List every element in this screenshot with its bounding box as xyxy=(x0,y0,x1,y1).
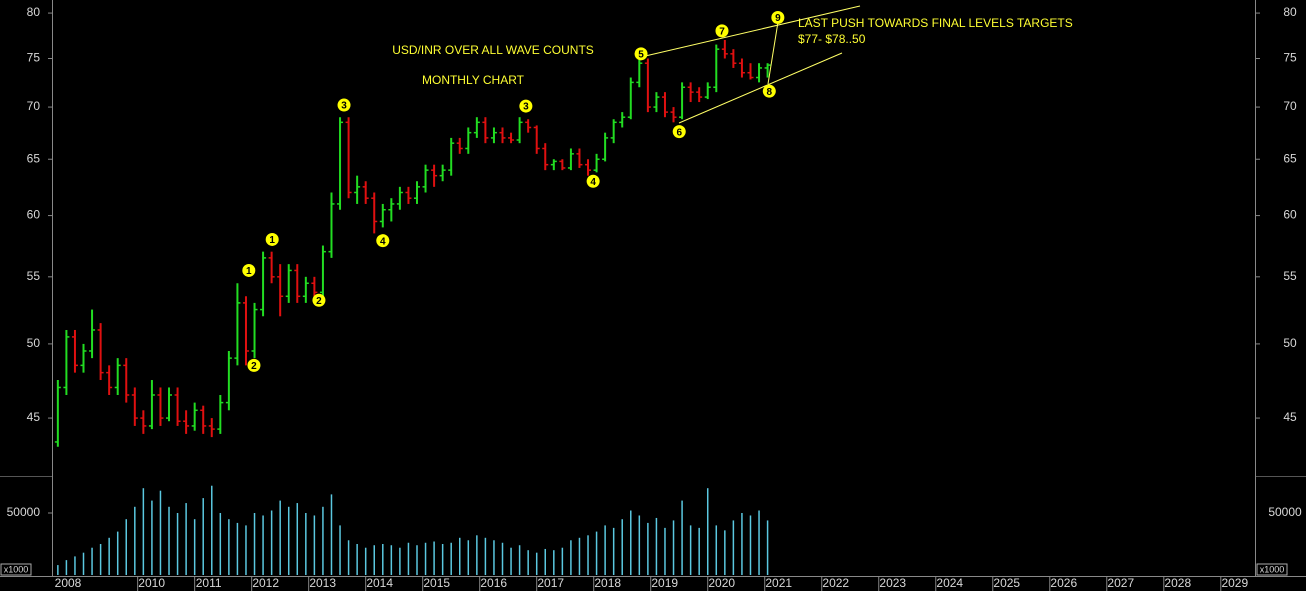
trendline xyxy=(640,5,861,58)
wave-marker xyxy=(519,99,533,113)
wave-label: 7 xyxy=(719,27,725,38)
wave-marker xyxy=(265,232,279,246)
wave-label: 2 xyxy=(316,296,322,307)
x-tick-label: 2028 xyxy=(1164,576,1191,590)
wave-label: 2 xyxy=(251,361,257,372)
wave-marker xyxy=(247,358,261,372)
y-tick-label: 55 xyxy=(1283,269,1297,283)
x-tick-label: 2010 xyxy=(138,576,165,590)
annotation: LAST PUSH TOWARDS FINAL LEVELS TARGETS xyxy=(798,16,1073,30)
wave-label: 8 xyxy=(767,87,773,98)
x-tick-label: 2026 xyxy=(1050,576,1077,590)
wave-marker xyxy=(672,125,686,139)
x-tick-label: 2015 xyxy=(423,576,450,590)
x-tick-label: 2008 xyxy=(55,576,82,590)
x-tick-label: 2029 xyxy=(1221,576,1248,590)
unit-box xyxy=(0,563,32,576)
wave-label: 4 xyxy=(380,236,386,247)
unit-box xyxy=(1256,563,1288,576)
x-tick-label: 2023 xyxy=(879,576,906,590)
trendlines xyxy=(640,5,861,124)
wave-label: 5 xyxy=(638,49,644,60)
chart-subtitle: MONTHLY CHART xyxy=(422,73,525,87)
wave-label: 1 xyxy=(246,266,252,277)
x-tick-label: 2016 xyxy=(480,576,507,590)
wave-marker xyxy=(337,98,351,112)
chart-title: USD/INR OVER ALL WAVE COUNTS xyxy=(392,43,594,57)
y-tick-label: 45 xyxy=(1283,410,1297,424)
wave-marker xyxy=(242,263,256,277)
x-tick-label: 2013 xyxy=(309,576,336,590)
wave-marker xyxy=(634,47,648,61)
x-tick-label: 2014 xyxy=(366,576,393,590)
volume-tick-label: 50000 xyxy=(1268,505,1302,519)
x-tick-label: 2020 xyxy=(708,576,735,590)
wave-marker xyxy=(762,84,776,98)
unit-label: x1000 xyxy=(4,564,29,574)
y-tick-label: 45 xyxy=(27,410,41,424)
y-tick-label: 60 xyxy=(27,208,41,222)
x-tick-label: 2027 xyxy=(1107,576,1134,590)
y-tick-label: 60 xyxy=(1283,208,1297,222)
x-tick-label: 2025 xyxy=(993,576,1020,590)
y-tick-label: 80 xyxy=(1283,5,1297,19)
trendline xyxy=(767,21,779,85)
wave-label: 3 xyxy=(341,101,347,112)
x-tick-label: 2011 xyxy=(196,576,222,590)
x-tick-label: 2017 xyxy=(537,576,564,590)
x-tick-label: 2018 xyxy=(594,576,621,590)
y-tick-label: 55 xyxy=(27,269,41,283)
wave-label: 1 xyxy=(269,235,275,246)
wave-label: 4 xyxy=(590,177,596,188)
wave-marker xyxy=(586,174,600,188)
unit-label: x1000 xyxy=(1260,564,1285,574)
y-tick-label: 50 xyxy=(27,336,41,350)
wave-label: 9 xyxy=(775,13,781,24)
x-tick-label: 2012 xyxy=(252,576,279,590)
y-tick-label: 65 xyxy=(1283,151,1297,165)
wave-marker xyxy=(715,24,729,38)
y-tick-label: 65 xyxy=(27,151,41,165)
y-tick-label: 70 xyxy=(1283,99,1297,113)
y-tick-label: 70 xyxy=(27,99,41,113)
wave-marker xyxy=(376,234,390,248)
y-tick-label: 50 xyxy=(1283,336,1297,350)
wave-label: 6 xyxy=(676,127,682,138)
y-tick-label: 75 xyxy=(27,51,41,65)
x-tick-label: 2019 xyxy=(651,576,678,590)
volume-tick-label: 50000 xyxy=(7,505,41,519)
annotation: $77- $78..50 xyxy=(798,32,866,46)
x-tick-label: 2022 xyxy=(822,576,849,590)
x-tick-label: 2021 xyxy=(765,576,792,590)
wave-marker xyxy=(771,10,785,24)
wave-label: 3 xyxy=(523,102,529,113)
x-tick-label: 2024 xyxy=(936,576,963,590)
wave-marker xyxy=(312,293,326,307)
trendline xyxy=(678,52,843,124)
y-tick-label: 80 xyxy=(27,5,41,19)
y-tick-label: 75 xyxy=(1283,51,1297,65)
